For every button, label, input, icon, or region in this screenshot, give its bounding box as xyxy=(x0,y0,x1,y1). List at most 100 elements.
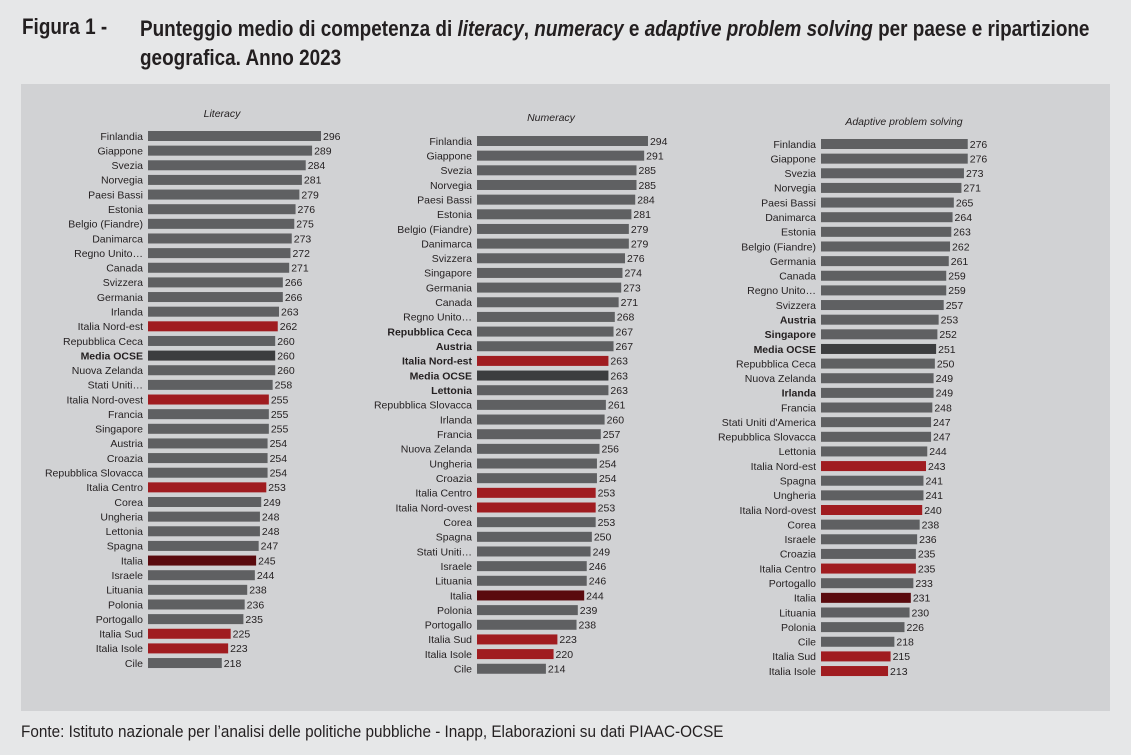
bar xyxy=(821,373,934,384)
category-label: Corea xyxy=(787,519,816,531)
value-label: 284 xyxy=(637,194,655,206)
bar xyxy=(821,226,952,237)
value-label: 226 xyxy=(906,622,924,634)
title-part: literacy xyxy=(457,16,524,41)
bar xyxy=(148,467,268,478)
bar xyxy=(477,326,614,337)
value-label: 244 xyxy=(929,446,947,458)
category-label: Danimarca xyxy=(421,238,472,250)
title-part: numeracy xyxy=(534,16,624,41)
title-part: adaptive problem solving xyxy=(644,16,873,41)
category-label: Paesi Bassi xyxy=(88,189,143,201)
bar xyxy=(821,578,914,589)
bar xyxy=(477,443,600,454)
category-label: Austria xyxy=(436,341,472,353)
value-label: 276 xyxy=(627,253,645,265)
title-part: Punteggio medio di competenza di xyxy=(140,16,458,41)
category-label: Irlanda xyxy=(111,306,143,318)
value-label: 254 xyxy=(270,453,288,465)
value-label: 213 xyxy=(890,666,908,678)
bar xyxy=(148,248,291,259)
category-label: Italia Sud xyxy=(428,634,472,646)
category-label: Estonia xyxy=(108,204,143,216)
value-label: 285 xyxy=(639,180,657,192)
bar xyxy=(148,497,262,507)
bar xyxy=(148,350,276,361)
value-label: 246 xyxy=(589,561,607,573)
category-label: Israele xyxy=(111,570,143,582)
category-label: Italia Nord-est xyxy=(402,356,473,368)
value-label: 250 xyxy=(937,358,955,370)
category-label: Canada xyxy=(435,297,472,309)
category-label: Italia xyxy=(794,593,816,605)
value-label: 255 xyxy=(271,394,289,406)
category-label: Svizzera xyxy=(103,277,143,289)
value-label: 235 xyxy=(245,614,263,626)
title-part: per paese e ripartizione geografica. Ann… xyxy=(140,16,1090,70)
bar xyxy=(821,446,928,457)
bar xyxy=(821,358,935,369)
bar xyxy=(821,168,964,179)
value-label: 275 xyxy=(296,219,314,231)
value-label: 253 xyxy=(598,488,616,500)
value-label: 254 xyxy=(599,473,617,485)
value-label: 249 xyxy=(936,388,954,400)
bar xyxy=(477,194,636,205)
bar xyxy=(477,414,605,425)
category-label: Svizzera xyxy=(776,300,816,312)
bar xyxy=(477,531,592,542)
value-label: 247 xyxy=(261,541,279,553)
bar xyxy=(477,619,577,630)
value-label: 268 xyxy=(617,312,635,324)
chart-title: Adaptive problem solving xyxy=(844,116,962,128)
bar xyxy=(477,561,587,572)
bar xyxy=(477,575,587,586)
value-label: 215 xyxy=(893,651,911,663)
value-label: 254 xyxy=(270,438,288,450)
category-label: Italia Nord-est xyxy=(751,461,816,473)
category-label: Corea xyxy=(114,497,143,509)
category-label: Giappone xyxy=(426,150,472,162)
value-label: 296 xyxy=(323,131,341,143)
category-label: Italia Sud xyxy=(772,651,816,663)
bar xyxy=(821,285,947,296)
category-label: Italia Isole xyxy=(769,666,816,678)
category-label: Italia xyxy=(121,555,143,567)
bar xyxy=(148,643,229,654)
bar xyxy=(821,651,891,662)
bar xyxy=(148,584,248,595)
category-label: Singapore xyxy=(424,268,472,280)
value-label: 281 xyxy=(633,209,651,221)
value-label: 266 xyxy=(285,277,303,289)
value-label: 248 xyxy=(262,526,280,538)
value-label: 264 xyxy=(955,212,973,224)
value-label: 255 xyxy=(271,424,289,436)
value-label: 248 xyxy=(262,511,280,523)
category-label: Irlanda xyxy=(440,414,472,426)
category-label: Regno Unito… xyxy=(74,248,143,260)
bar xyxy=(477,150,645,161)
category-label: Stati Uniti d'America xyxy=(722,417,816,429)
category-label: Cile xyxy=(798,637,816,649)
category-label: Repubblica Slovacca xyxy=(374,400,472,412)
value-label: 263 xyxy=(281,306,299,318)
value-label: 272 xyxy=(292,248,310,260)
value-label: 220 xyxy=(556,649,574,661)
title-part: e xyxy=(623,16,645,41)
category-label: Svezia xyxy=(111,160,143,172)
category-label: Corea xyxy=(443,517,472,529)
category-label: Portogallo xyxy=(769,578,816,590)
category-label: Portogallo xyxy=(425,620,472,632)
category-label: Nuova Zelanda xyxy=(745,373,816,385)
value-label: 274 xyxy=(624,268,642,280)
bar xyxy=(821,622,905,633)
value-label: 265 xyxy=(956,197,974,209)
value-label: 243 xyxy=(928,461,946,473)
bar xyxy=(477,590,585,601)
category-label: Germania xyxy=(426,282,472,294)
value-label: 248 xyxy=(934,402,952,414)
bar xyxy=(148,321,278,332)
bar xyxy=(821,241,951,252)
category-label: Canada xyxy=(106,263,143,275)
